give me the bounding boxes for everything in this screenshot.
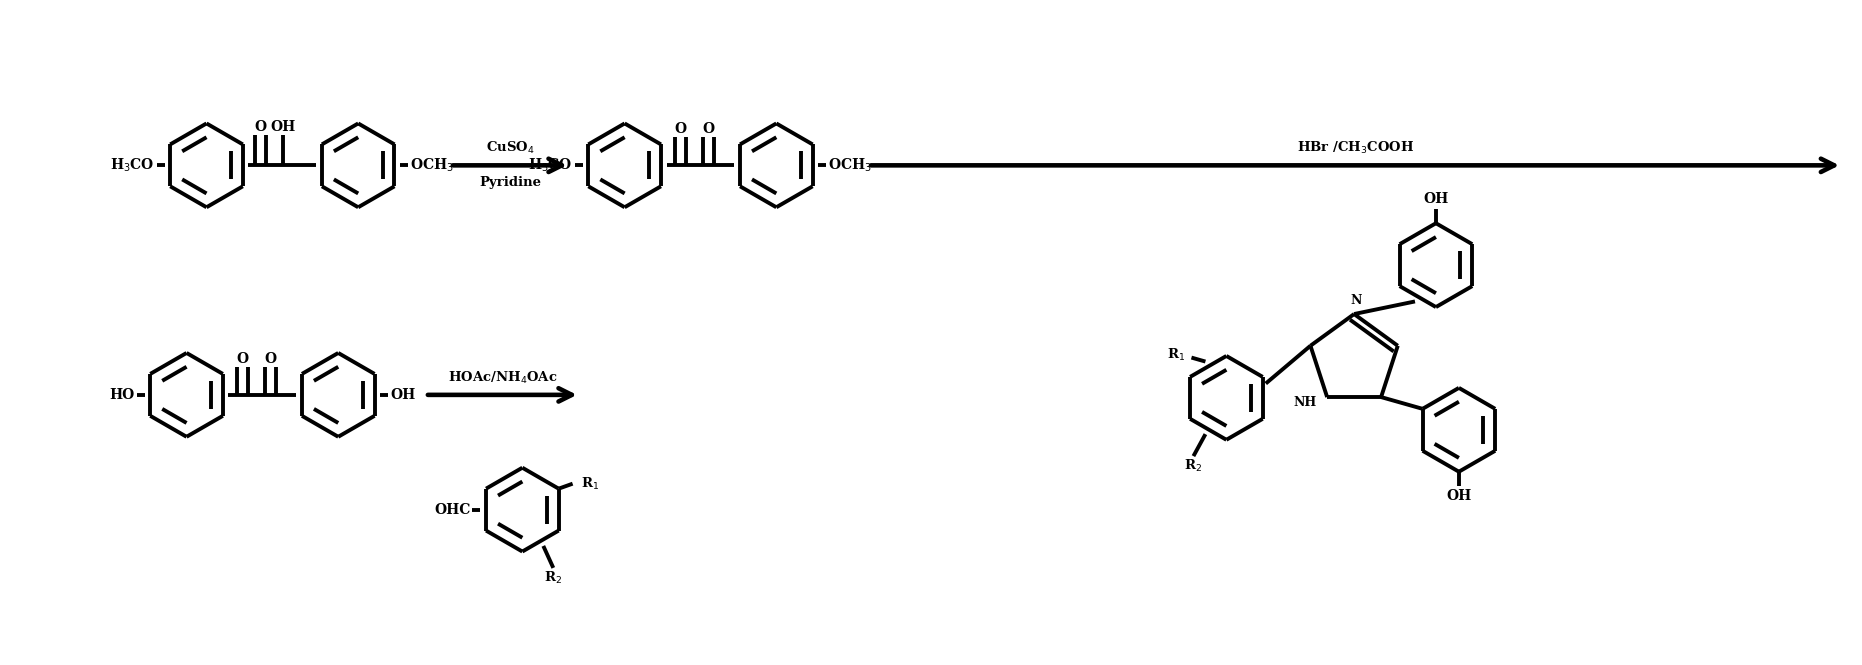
Text: OH: OH (391, 388, 415, 402)
Text: R$_1$: R$_1$ (581, 475, 600, 491)
Text: H$_3$CO: H$_3$CO (529, 157, 573, 174)
Text: OH: OH (1423, 192, 1449, 206)
Text: OCH$_3$: OCH$_3$ (829, 157, 871, 174)
Text: R$_1$: R$_1$ (1167, 346, 1186, 362)
Text: NH: NH (1294, 396, 1316, 408)
Text: OCH$_3$: OCH$_3$ (410, 157, 454, 174)
Text: CuSO$_4$: CuSO$_4$ (486, 140, 534, 156)
Text: H$_3$CO: H$_3$CO (110, 157, 155, 174)
Text: OH: OH (1447, 489, 1471, 503)
Text: HOAc/NH$_4$OAc: HOAc/NH$_4$OAc (447, 370, 557, 386)
Text: O: O (264, 352, 276, 366)
Text: O: O (236, 352, 248, 366)
Text: OHC: OHC (434, 503, 471, 517)
Text: OH: OH (270, 120, 296, 134)
Text: N: N (1350, 293, 1361, 307)
Text: O: O (702, 122, 715, 136)
Text: R$_2$: R$_2$ (1184, 458, 1203, 474)
Text: O: O (674, 122, 687, 136)
Text: HO: HO (110, 388, 134, 402)
Text: R$_2$: R$_2$ (544, 570, 562, 586)
Text: Pyridine: Pyridine (479, 176, 540, 189)
Text: HBr /CH$_3$COOH: HBr /CH$_3$COOH (1296, 140, 1413, 156)
Text: O: O (255, 120, 266, 134)
